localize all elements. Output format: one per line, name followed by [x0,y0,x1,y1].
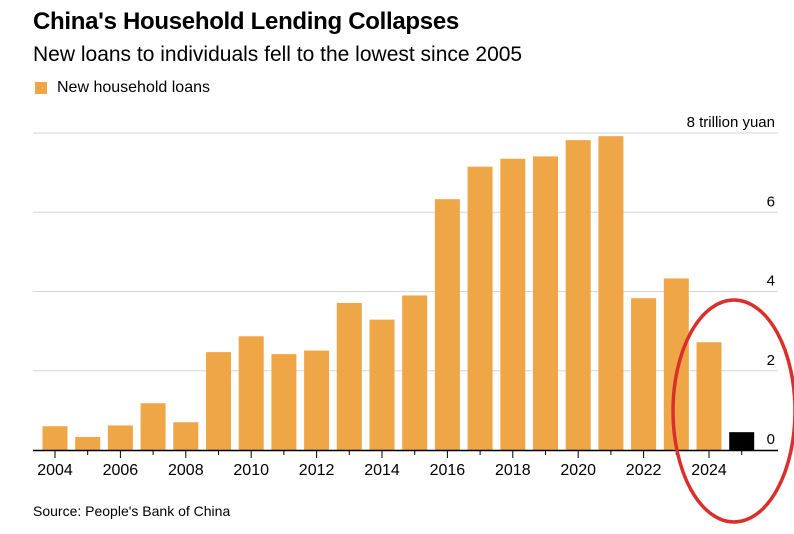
annotation-ellipse [671,298,794,524]
x-tick-label: 2020 [560,462,596,479]
bar [238,336,264,450]
y-tick-label: 6 [767,193,775,210]
bar [598,136,624,451]
x-tick-label: 2024 [691,462,727,479]
x-tick-label: 2022 [626,462,662,479]
annotation-layer [671,298,794,524]
bar [533,156,558,450]
bar [75,436,101,450]
bar [140,403,166,450]
source-note: Source: People's Bank of China [33,503,231,519]
chart-subtitle: New loans to individuals fell to the low… [33,43,523,66]
bar [107,425,133,450]
y-tick-label: 0 [767,431,775,448]
legend-label: New household loans [57,79,210,96]
bar [467,166,493,450]
bars [42,136,755,451]
x-tick-label: 2004 [37,462,73,479]
y-tick-label: 8 trillion yuan [687,114,775,131]
legend: New household loans [35,79,210,97]
x-tick-label: 2006 [103,462,139,479]
bar [304,350,330,450]
bar [500,158,526,450]
bar [565,140,591,450]
x-tick-label: 2018 [495,462,531,479]
bar [206,352,231,450]
bar [434,199,460,450]
bar [369,319,395,450]
y-tick-labels: 0 2 4 6 8 trillion yuan [687,114,775,448]
legend-swatch [35,82,47,94]
x-tick-label: 2014 [364,462,400,479]
x-tick-label: 2008 [168,462,204,479]
bar [173,422,199,450]
bar [271,354,297,450]
chart-title: China's Household Lending Collapses [33,8,459,35]
bar-highlighted [729,432,755,450]
bar [663,278,689,450]
x-axis: 2004 2006 2008 2010 2012 2014 2016 2018 2020 2022… [33,449,778,479]
x-tick-label: 2010 [233,462,269,479]
x-tick-label: 2016 [430,462,466,479]
y-tick-label: 4 [767,273,775,290]
y-tick-label: 2 [767,352,775,369]
bar [402,295,428,450]
x-tick-label: 2012 [299,462,335,479]
bar [336,302,362,450]
bar [631,298,657,450]
bar [696,342,722,450]
bar [42,426,68,450]
